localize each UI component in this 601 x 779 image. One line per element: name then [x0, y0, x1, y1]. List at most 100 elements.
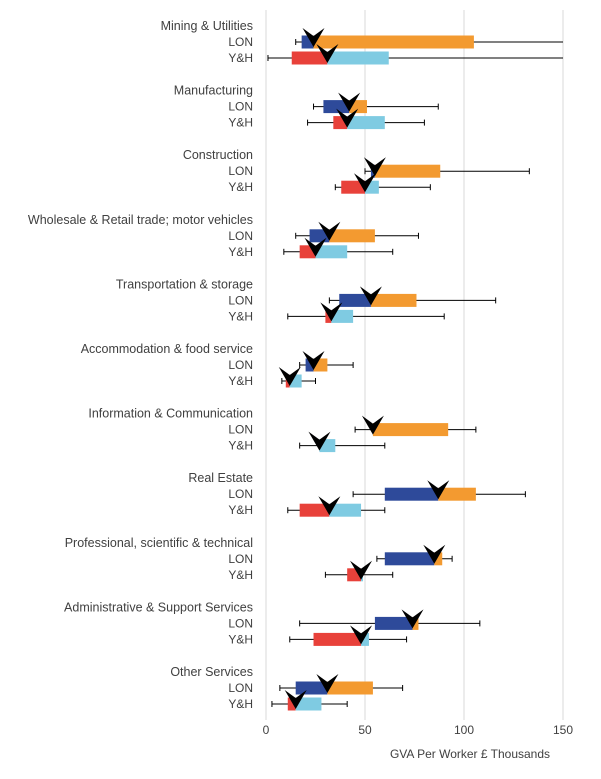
row-yh	[278, 367, 316, 388]
region-label-lon: LON	[228, 229, 253, 243]
box-marks	[267, 28, 563, 711]
box-lower	[305, 358, 314, 372]
median-marker	[318, 221, 341, 241]
category-labels: Mining & Utilities LON Y&H Manufacturing LON…	[28, 19, 253, 711]
median-marker	[423, 544, 446, 564]
box-upper	[370, 293, 417, 307]
box-upper	[327, 51, 389, 65]
region-label-yh: Y&H	[228, 116, 253, 130]
region-label-yh: Y&H	[228, 374, 253, 388]
median-marker	[278, 367, 301, 386]
row-lon	[299, 351, 354, 372]
x-axis: 0 50 100 150	[263, 723, 574, 737]
row-yh	[267, 44, 563, 65]
median-marker	[361, 415, 384, 435]
box-upper	[331, 309, 354, 323]
region-label-yh: Y&H	[228, 309, 253, 323]
region-label-lon: LON	[228, 552, 253, 566]
region-label-yh: Y&H	[228, 632, 253, 646]
sector-label: Other Services	[170, 665, 253, 679]
box-lower	[299, 503, 330, 517]
median-marker	[359, 286, 382, 306]
region-label-lon: LON	[228, 681, 253, 695]
row-lon	[363, 157, 530, 178]
sector-label: Real Estate	[188, 471, 253, 485]
box-upper	[329, 229, 375, 243]
sector-label: Accommodation & food service	[81, 342, 253, 356]
region-label-lon: LON	[228, 616, 253, 630]
row-yh	[324, 560, 394, 582]
row-lon	[328, 286, 497, 307]
box-lower	[309, 229, 330, 243]
median-marker	[350, 560, 373, 580]
median-marker	[350, 625, 373, 645]
sector-label: Professional, scientific & technical	[65, 536, 253, 550]
box-upper	[438, 487, 476, 501]
row-yh	[334, 173, 431, 194]
box-lower	[384, 487, 439, 501]
region-label-lon: LON	[228, 423, 253, 437]
x-axis-title: GVA Per Worker £ Thousands	[390, 747, 550, 761]
box-upper	[412, 616, 419, 630]
region-label-yh: Y&H	[228, 568, 253, 582]
box-upper	[329, 503, 362, 517]
median-marker	[354, 173, 376, 193]
row-lon	[279, 674, 404, 695]
region-label-lon: LON	[228, 100, 253, 114]
median-marker	[284, 690, 307, 709]
sector-label: Transportation & storage	[116, 277, 253, 291]
box-lower	[295, 681, 328, 695]
median-marker	[316, 674, 339, 693]
row-lon	[354, 415, 477, 437]
box-lower	[291, 51, 328, 65]
row-yh	[271, 690, 348, 711]
row-lon	[295, 221, 419, 243]
median-marker	[302, 28, 325, 47]
median-marker	[308, 431, 331, 451]
x-tick-label: 0	[263, 723, 270, 737]
box-upper	[295, 697, 322, 711]
region-label-lon: LON	[228, 35, 253, 49]
row-yh	[283, 237, 394, 259]
region-label-yh: Y&H	[228, 245, 253, 259]
box-upper	[372, 423, 449, 437]
x-tick-label: 100	[454, 723, 474, 737]
median-marker	[304, 237, 327, 257]
median-marker	[320, 302, 343, 322]
median-marker	[336, 108, 359, 128]
sector-label: Construction	[183, 148, 253, 162]
row-lon	[295, 28, 563, 49]
sector-label: Manufacturing	[174, 84, 253, 98]
row-lon	[352, 480, 526, 501]
median-marker	[363, 157, 386, 177]
sector-label: Administrative & Support Services	[64, 600, 253, 614]
row-lon	[376, 544, 453, 566]
box-lower	[313, 632, 362, 646]
row-yh	[289, 625, 408, 646]
box-lower	[325, 309, 332, 323]
box-lower	[384, 552, 435, 566]
row-lon	[313, 92, 439, 114]
box-upper	[347, 116, 385, 130]
sector-label: Mining & Utilities	[161, 19, 253, 33]
box-lower	[341, 180, 365, 194]
box-upper	[434, 552, 443, 566]
box-lower	[374, 616, 413, 630]
median-marker	[427, 480, 450, 500]
region-label-yh: Y&H	[228, 439, 253, 453]
sector-label: Information & Communication	[88, 407, 253, 421]
box-lower	[287, 697, 296, 711]
region-label-yh: Y&H	[228, 180, 253, 194]
box-lower	[339, 293, 371, 307]
box-upper	[313, 35, 474, 49]
median-marker	[302, 351, 325, 370]
row-lon	[299, 609, 481, 630]
box-upper	[289, 374, 302, 388]
box-upper	[361, 632, 369, 646]
x-tick-label: 150	[553, 723, 573, 737]
row-yh	[287, 496, 386, 517]
region-label-yh: Y&H	[228, 503, 253, 517]
row-yh	[299, 431, 386, 453]
region-label-lon: LON	[228, 358, 253, 372]
